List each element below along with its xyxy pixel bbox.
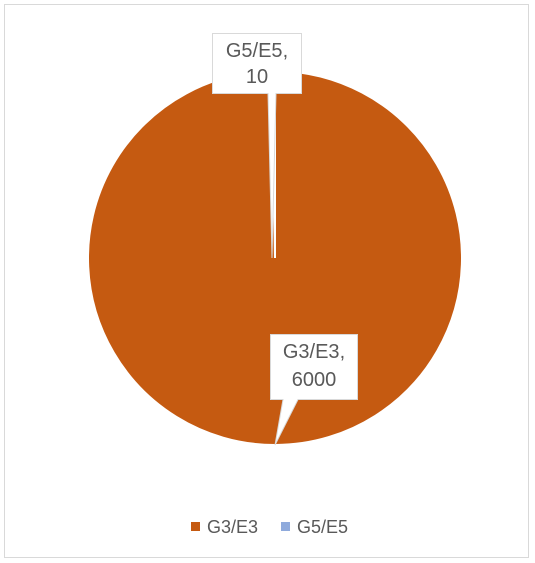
data-label-g3e3: G3/E3, 6000	[270, 334, 358, 446]
legend-label-g5e5: G5/E5	[297, 517, 348, 537]
data-label-g5e5-callout	[212, 33, 302, 259]
legend-swatch-g3e3	[191, 522, 200, 531]
data-label-g5e5-value: 10	[246, 66, 268, 88]
data-label-g3e3-category: G3/E3,	[283, 341, 345, 363]
data-label-g3e3-callout	[270, 334, 358, 446]
data-label-g3e3-value: 6000	[292, 369, 337, 391]
legend-swatch-g5e5	[281, 522, 290, 531]
data-label-g5e5-category: G5/E5,	[226, 40, 288, 62]
data-label-g5e5: G5/E5, 10	[212, 33, 302, 259]
legend-label-g3e3: G3/E3	[207, 517, 258, 537]
legend: G3/E3 G5/E5	[191, 517, 348, 537]
